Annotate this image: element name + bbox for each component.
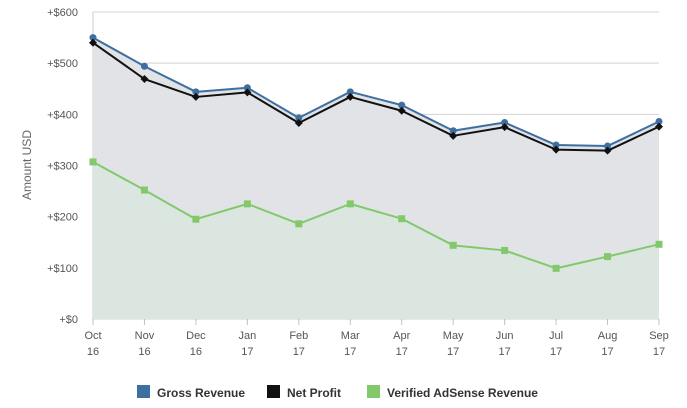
x-tick-label: 16 [87,346,99,358]
gross-revenue-area [93,37,659,269]
x-tick-label: Dec [186,330,206,342]
data-point[interactable] [89,34,97,42]
data-point[interactable] [346,92,355,101]
data-point[interactable] [449,127,457,135]
data-point[interactable] [552,145,561,154]
series-markers [89,34,663,272]
x-tick-label: 16 [190,346,202,358]
x-tick-label: May [443,330,464,342]
x-tick-label: Jan [238,330,256,342]
data-point[interactable] [243,200,251,208]
x-tick-label: Apr [393,330,410,342]
data-point[interactable] [655,122,663,131]
data-point[interactable] [501,246,509,254]
x-tick-label: Jun [496,330,514,342]
x-tick-label: 17 [601,346,613,358]
series-line [92,161,660,270]
data-point[interactable] [140,186,148,194]
x-tick-label: Jul [549,330,563,342]
y-tick-label: +$500 [47,58,78,70]
y-axis-title: Amount USD [20,130,34,200]
data-point[interactable] [655,240,663,248]
data-point[interactable] [398,215,406,223]
data-point[interactable] [346,88,354,96]
chart-areas [93,37,659,319]
data-point[interactable] [604,253,612,261]
x-tick-label: 17 [499,346,511,358]
x-tick-label: 17 [396,346,408,358]
x-tick-label: 17 [550,346,562,358]
data-point[interactable] [191,92,200,101]
y-tick-label: +$600 [47,7,78,19]
series-lines [92,36,660,270]
x-tick-label: 16 [138,346,150,358]
data-point[interactable] [449,241,457,249]
data-point[interactable] [397,106,406,115]
adsense-revenue-area [93,161,659,319]
legend-swatch [367,385,380,398]
data-point[interactable] [295,220,303,228]
series-line [92,41,660,152]
x-tick-label: Mar [341,330,360,342]
data-point[interactable] [89,38,97,47]
x-tick-label: Oct [84,330,101,342]
x-tick-label: Nov [135,330,155,342]
data-point[interactable] [192,215,200,223]
y-axis-tick-labels: +$0 +$100 +$200 +$300 +$400 +$500 +$600 [47,7,78,326]
series-line [92,36,660,148]
y-tick-label: +$400 [47,109,78,121]
x-tick-label: 17 [344,346,356,358]
x-tick-label: 17 [653,346,665,358]
x-tick-label: Aug [598,330,618,342]
x-tick-label: 17 [241,346,253,358]
data-point[interactable] [604,142,612,150]
x-tick-label: 17 [447,346,459,358]
legend-label: Gross Revenue [157,386,245,400]
data-point[interactable] [655,117,663,125]
y-tick-label: +$200 [47,212,78,224]
data-point[interactable] [552,141,560,149]
data-point[interactable] [243,84,251,92]
y-tick-label: +$100 [47,263,78,275]
legend[interactable]: Gross Revenue Net Profit Verified AdSense … [137,385,538,400]
data-point[interactable] [294,119,303,128]
x-tick-label: Feb [289,330,308,342]
data-point[interactable] [140,62,148,70]
legend-item[interactable]: Net Profit [267,385,341,400]
y-tick-label: +$0 [59,314,78,326]
data-point[interactable] [295,114,303,122]
x-tick-label: Sep [649,330,669,342]
legend-swatch [137,385,150,398]
legend-item[interactable]: Gross Revenue [137,385,245,400]
data-point[interactable] [603,146,612,155]
data-point[interactable] [552,264,560,272]
data-point[interactable] [500,123,509,132]
data-point[interactable] [192,88,200,96]
x-axis-tick-labels: Oct 16 Nov 16 Dec 16 Jan 17 Feb 17 Mar 17 Apr 17 May 17… [84,330,668,358]
legend-label: Verified AdSense Revenue [387,386,538,400]
data-point[interactable] [243,88,252,97]
data-point[interactable] [398,101,406,109]
data-point[interactable] [449,131,458,140]
legend-swatch [267,385,280,398]
y-tick-label: +$300 [47,161,78,173]
legend-label: Net Profit [287,386,341,400]
data-point[interactable] [501,119,509,127]
data-point[interactable] [346,200,354,208]
data-point[interactable] [140,75,149,84]
legend-item[interactable]: Verified AdSense Revenue [367,385,538,400]
data-point[interactable] [89,158,97,166]
x-tick-label: 17 [293,346,305,358]
